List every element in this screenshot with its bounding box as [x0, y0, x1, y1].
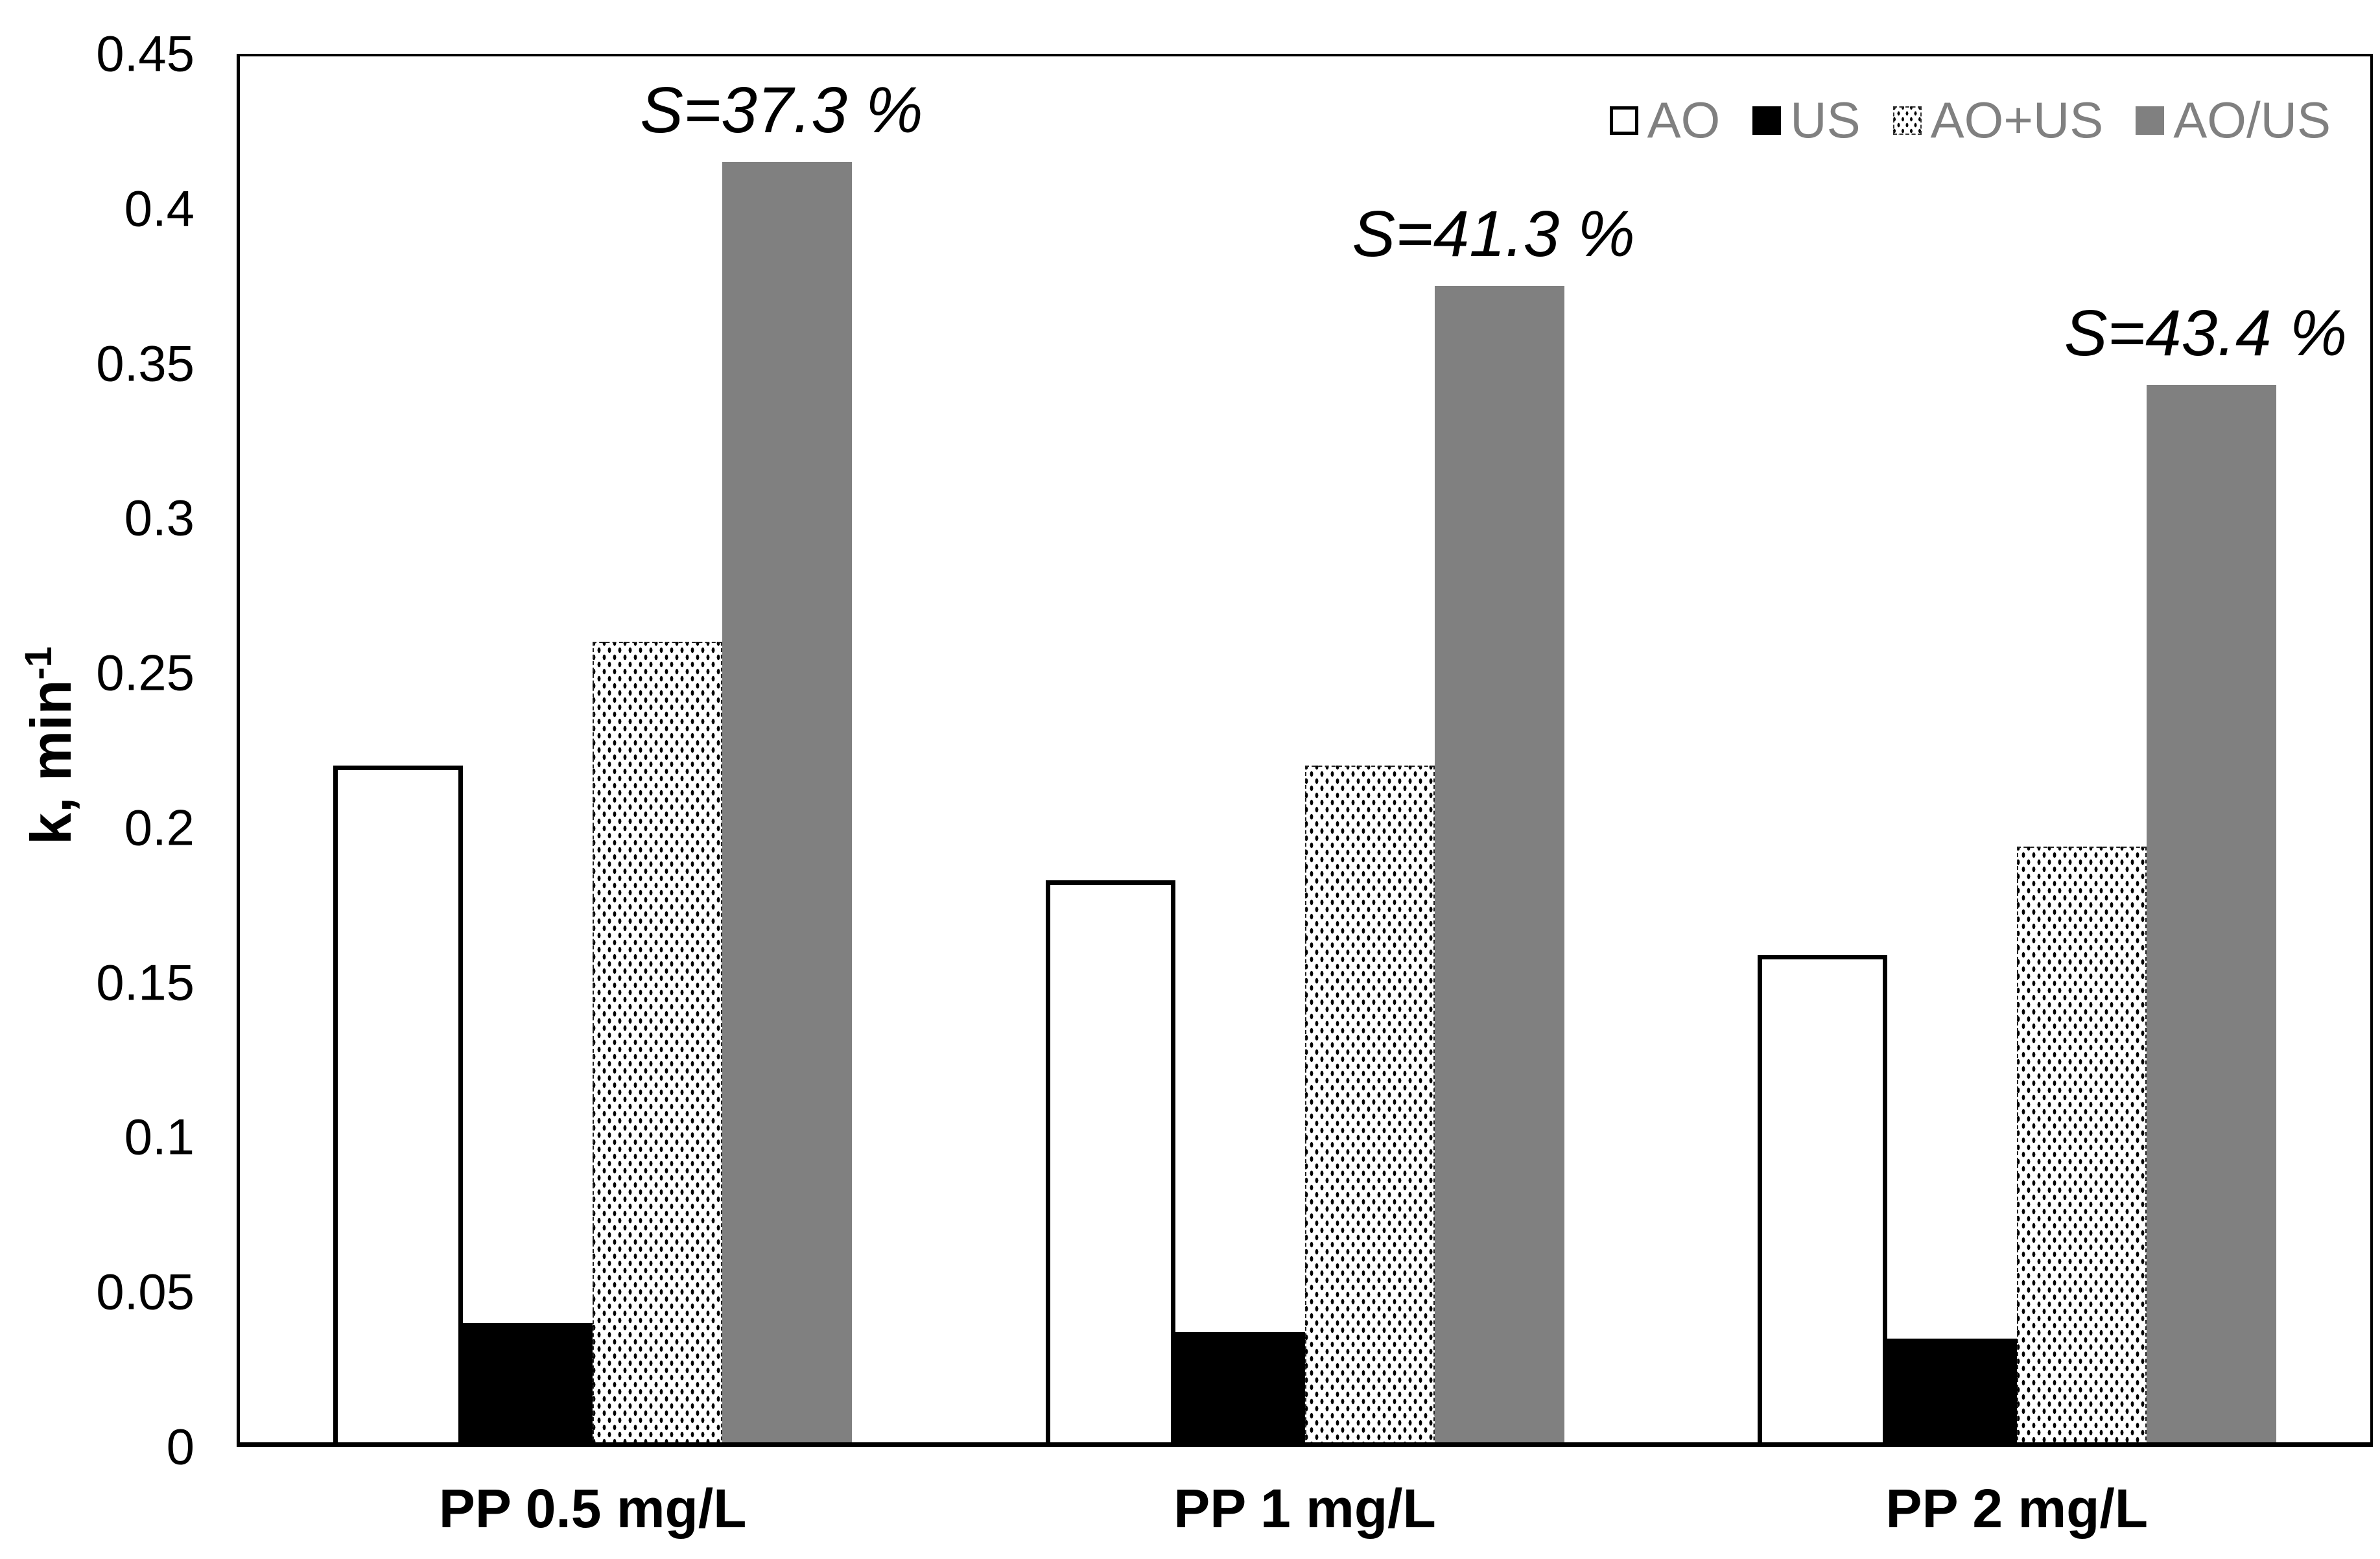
legend-label-ao-slash-us: AO/US: [2173, 91, 2331, 148]
bar-ao-group-1: [333, 766, 464, 1447]
y-tick-label-0.35: 0.35: [96, 334, 194, 392]
bar-ao-us-group-1: [722, 162, 853, 1447]
y-tick-label-0.1: 0.1: [124, 1108, 194, 1166]
legend-item-us: US: [1752, 91, 1861, 150]
bar-ao-us-group-1: [593, 642, 723, 1447]
s-annotation-1: S=41.3 %: [1352, 198, 1635, 271]
y-tick-label-0.45: 0.45: [96, 25, 194, 82]
y-tick-label-0.05: 0.05: [96, 1263, 194, 1320]
y-tick-label-0.3: 0.3: [124, 489, 194, 546]
plot-frame: [237, 54, 2373, 1447]
legend-label-us: US: [1790, 91, 1861, 148]
legend-label-ao: AO: [1647, 91, 1721, 148]
legend-item-ao: AO: [1609, 91, 1721, 150]
legend-swatch-ao: [1609, 106, 1638, 135]
s-annotation-0: S=37.3 %: [640, 74, 923, 147]
y-tick-label-0.25: 0.25: [96, 644, 194, 701]
legend-item-ao-slash-us: AO/US: [2136, 91, 2331, 150]
x-category-label-0: PP 0.5 mg/L: [438, 1478, 747, 1539]
legend-swatch-ao-plus-us: [1892, 106, 1922, 135]
y-tick-label-0: 0: [166, 1418, 194, 1475]
y-tick-label-0.4: 0.4: [124, 180, 194, 237]
legend-swatch-ao-slash-us: [2136, 106, 2165, 135]
y-axis-title: k, min-1: [17, 646, 84, 845]
bar-ao-us-group-3: [2146, 384, 2276, 1447]
legend-swatch-us: [1752, 106, 1782, 135]
bar-ao-group-2: [1045, 880, 1175, 1447]
y-axis-title-superscript: -1: [17, 646, 60, 680]
bar-us-group-3: [1887, 1338, 2017, 1447]
x-axis-line: [237, 1442, 2373, 1447]
y-axis-title-text: k, min: [19, 679, 84, 845]
bar-ao-us-group-3: [2016, 846, 2147, 1447]
x-category-label-1: PP 1 mg/L: [1173, 1478, 1436, 1539]
legend-label-ao-plus-us: AO+US: [1930, 91, 2104, 148]
bar-ao-us-group-2: [1434, 286, 1564, 1447]
x-category-label-2: PP 2 mg/L: [1885, 1478, 2149, 1539]
legend: AO US AO+US AO/US: [1609, 91, 2331, 150]
bar-us-group-2: [1175, 1332, 1305, 1447]
bar-us-group-1: [463, 1322, 593, 1447]
s-annotation-2: S=43.4 %: [2064, 296, 2348, 369]
legend-item-ao-plus-us: AO+US: [1892, 91, 2104, 150]
bar-ao-group-3: [1757, 954, 1887, 1447]
bar-ao-us-group-2: [1304, 766, 1435, 1447]
y-tick-label-0.2: 0.2: [124, 799, 194, 856]
y-tick-label-0.15: 0.15: [96, 954, 194, 1011]
